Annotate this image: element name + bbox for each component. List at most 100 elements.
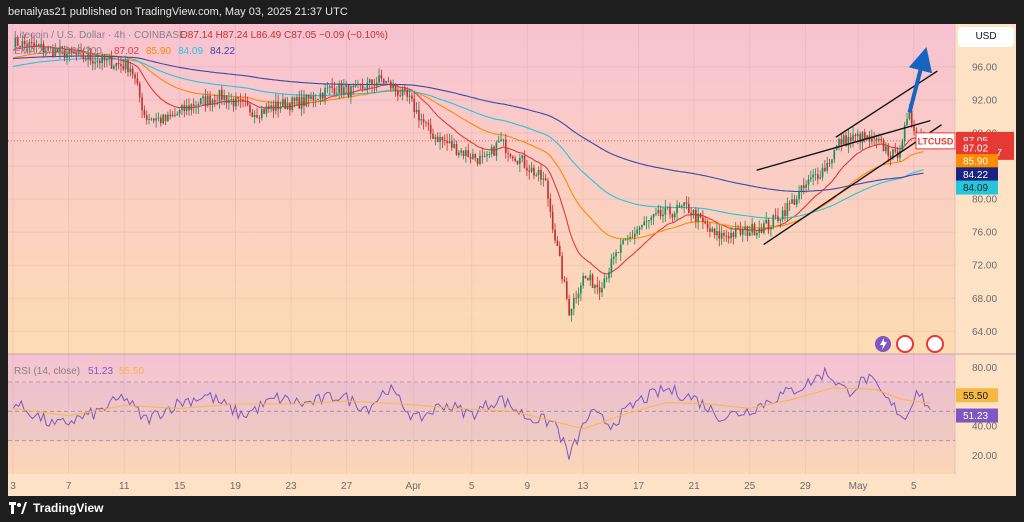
candle-body: [878, 138, 880, 141]
candle-body: [809, 177, 812, 180]
time-tick-label: 5: [911, 481, 917, 492]
candle-body: [570, 308, 573, 316]
us-flag-icon-2[interactable]: [926, 335, 944, 353]
candle-body: [741, 229, 744, 235]
candle-body: [530, 167, 533, 172]
candle-body: [26, 44, 28, 48]
candle-body: [800, 185, 803, 192]
candle-body: [335, 93, 338, 95]
candle-body: [826, 163, 829, 171]
candle-body: [521, 155, 524, 159]
candle-body: [763, 223, 765, 233]
candle-body: [33, 42, 35, 46]
candle-body: [326, 87, 329, 89]
candle-body: [805, 184, 807, 188]
candle-body: [882, 140, 885, 152]
candle-body: [861, 132, 864, 143]
candle-body: [380, 75, 383, 79]
chart-panel[interactable]: 96.0092.0088.0084.0080.0076.0072.0068.00…: [8, 24, 1016, 496]
candle-body: [528, 170, 531, 172]
candle-body: [859, 133, 861, 143]
time-tick-label: May: [849, 481, 868, 492]
candle-body: [270, 105, 272, 109]
ema-price-value: 87.02: [963, 143, 988, 154]
candle-body: [739, 228, 742, 235]
candle-body: [14, 37, 17, 49]
candle-body: [831, 159, 833, 164]
candle-body: [272, 105, 275, 111]
time-tick-label: 27: [341, 481, 353, 492]
candle-body: [289, 103, 291, 110]
candle-body: [392, 85, 394, 89]
candle-body: [16, 37, 19, 46]
candle-body: [188, 105, 190, 111]
candle-body: [418, 109, 420, 121]
candle-body: [98, 60, 101, 64]
candle-body: [786, 203, 789, 216]
candle-body: [213, 99, 216, 103]
candle-body: [361, 85, 364, 89]
candle-body: [852, 134, 854, 141]
us-flag-icon[interactable]: [896, 335, 914, 353]
candle-body: [246, 101, 249, 105]
ema100-line: [12, 58, 924, 219]
candle-body: [612, 256, 615, 259]
candle-body: [713, 228, 716, 236]
candle-body: [556, 240, 559, 247]
candle-body: [889, 155, 892, 159]
candle-body: [35, 44, 38, 46]
candle-body: [842, 135, 845, 145]
candle-body: [821, 167, 824, 178]
candle-body: [756, 232, 758, 236]
candle-body: [202, 96, 204, 99]
chart-svg[interactable]: 96.0092.0088.0084.0080.0076.0072.0068.00…: [8, 24, 1016, 496]
candle-body: [615, 252, 617, 257]
candle-body: [629, 237, 631, 239]
candle-body: [345, 85, 348, 88]
candle-body: [312, 96, 315, 101]
candle-body: [321, 92, 324, 99]
candle-body: [260, 109, 263, 119]
time-tick-label: 25: [744, 481, 756, 492]
candle-body: [223, 95, 226, 100]
candle-body: [913, 124, 915, 132]
candle-body: [178, 109, 181, 114]
candle-body: [45, 50, 47, 52]
candle-body: [598, 287, 601, 293]
candle-body: [84, 58, 87, 60]
candle-body: [737, 227, 739, 229]
candle-body: [448, 141, 451, 144]
currency-button[interactable]: USD: [958, 27, 1014, 47]
event-icons[interactable]: [875, 335, 944, 353]
candle-body: [216, 102, 218, 104]
tradingview-icon: [9, 502, 27, 514]
candle-body: [634, 233, 636, 238]
candle-body: [127, 60, 129, 73]
tradingview-logo[interactable]: TradingView: [9, 501, 103, 515]
candle-body: [190, 104, 193, 111]
legend-main: Litecoin / U.S. Dollar · 4h · COINBASE O…: [14, 30, 388, 57]
candle-body: [587, 278, 589, 281]
legend-rsi-value: 51.23: [88, 366, 113, 377]
price-tick-label: 76.00: [972, 228, 997, 239]
candle-body: [343, 87, 345, 95]
legend-symbol: Litecoin / U.S. Dollar · 4h · COINBASE: [14, 30, 186, 41]
rsi-tick-label: 20.00: [972, 451, 997, 462]
candle-body: [565, 281, 568, 300]
candle-body: [436, 136, 439, 143]
rsi-value-tag-text: 51.23: [963, 411, 988, 422]
candle-body: [824, 167, 826, 171]
candle-body: [702, 217, 704, 222]
candle-body: [847, 137, 850, 147]
candle-body: [328, 86, 331, 88]
ema-price-value: 84.22: [963, 170, 988, 181]
candle-body: [73, 51, 75, 54]
candle-body: [181, 105, 183, 110]
candle-body: [406, 90, 409, 97]
candle-body: [401, 88, 404, 96]
candle-body: [748, 232, 751, 236]
candle-body: [840, 139, 843, 145]
candle-body: [75, 53, 78, 55]
candle-body: [866, 135, 868, 139]
candle-body: [167, 114, 169, 122]
